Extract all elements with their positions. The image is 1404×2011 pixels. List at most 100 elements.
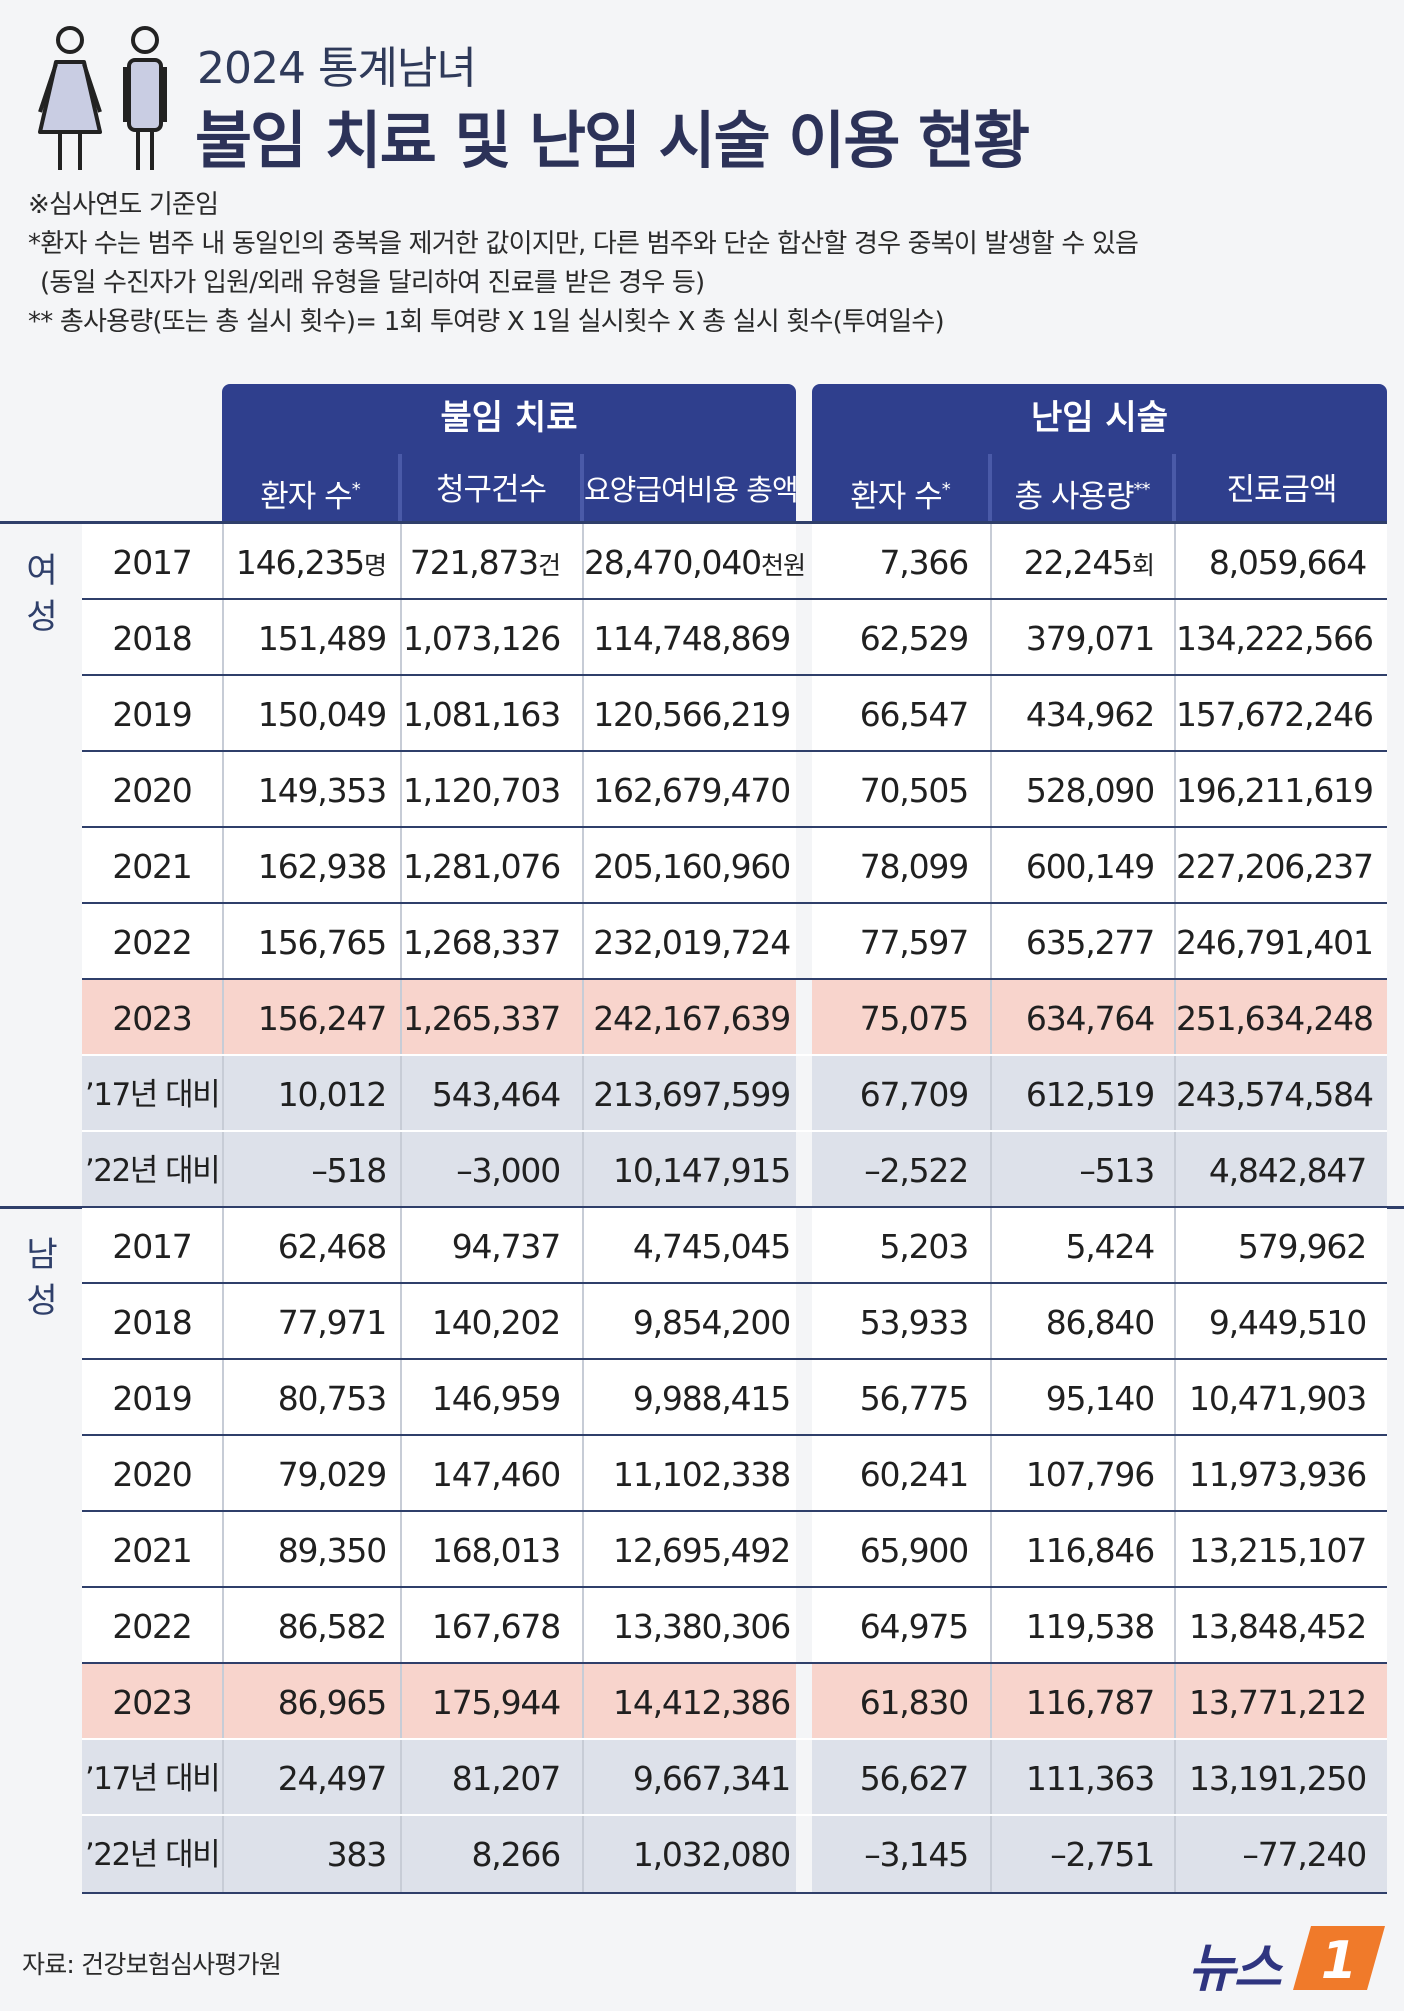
value-cell: 162,938: [257, 847, 387, 886]
value-cell: 13,215,107: [1189, 1531, 1367, 1570]
value-cell: 7,366: [879, 543, 970, 582]
value-cell: 12,695,492: [613, 1531, 791, 1570]
people-icon: [38, 26, 167, 170]
value-cell: 140,202: [431, 1303, 561, 1342]
year-cell: 2020: [112, 1455, 192, 1494]
header-subtitle: 2024 통계남녀: [197, 43, 477, 94]
value-cell: 79,029: [277, 1455, 387, 1494]
value-cell: 196,211,619: [1176, 771, 1374, 810]
value-cell: –77,240: [1242, 1835, 1367, 1874]
table-row: 2017 146,235명 721,873건 28,470,040천원 7,366 22,…: [0, 524, 1404, 600]
header-fertility-procedures: 난임 시술 환자 수* 총 사용량** 진료금액: [812, 384, 1387, 524]
value-cell: 61,830: [859, 1683, 969, 1722]
value-cell: 5,203: [879, 1227, 970, 1266]
value-cell: 10,147,915: [613, 1151, 791, 1190]
value-cell: 78,099: [859, 847, 969, 886]
value-cell: 156,247: [257, 999, 387, 1038]
value-cell: 721,873건: [409, 543, 561, 582]
value-cell: 64,975: [859, 1607, 969, 1646]
table-row: 2021 162,938 1,281,076 205,160,960 78,099 600…: [0, 828, 1404, 904]
value-cell: 246,791,401: [1176, 923, 1374, 962]
value-cell: 151,489: [257, 619, 387, 658]
value-cell: 162,679,470: [593, 771, 791, 810]
value-cell: 1,281,076: [402, 847, 561, 886]
header-infertility-treatment: 불임 치료 환자 수* 청구건수 요양급여비용 총액: [222, 384, 799, 524]
value-cell: 232,019,724: [593, 923, 791, 962]
table-row: 2021 89,350 168,013 12,695,492 65,900 116,846…: [0, 1512, 1404, 1588]
value-cell: 14,412,386: [613, 1683, 791, 1722]
value-cell: 634,764: [1025, 999, 1155, 1038]
value-cell: 434,962: [1025, 695, 1155, 734]
value-cell: 612,519: [1025, 1075, 1155, 1114]
group-label-fertility: 난임 시술: [1031, 398, 1168, 438]
value-cell: 65,900: [859, 1531, 969, 1570]
value-cell: 28,470,040천원: [584, 543, 806, 582]
year-cell: 2023: [112, 999, 192, 1038]
year-cell: 2020: [112, 771, 192, 810]
logo-text: 뉴스: [1188, 1939, 1282, 1999]
value-cell: 111,363: [1025, 1759, 1155, 1798]
year-cell: ’17년 대비: [84, 1077, 221, 1113]
table-row: 2023 86,965 175,944 14,412,386 61,830 116,787…: [0, 1662, 1404, 1740]
value-cell: 157,672,246: [1176, 695, 1374, 734]
value-cell: 62,468: [277, 1227, 387, 1266]
value-cell: 600,149: [1025, 847, 1155, 886]
value-cell: 9,854,200: [632, 1303, 791, 1342]
value-cell: 67,709: [859, 1075, 969, 1114]
col-header-patients-2: 환자 수*: [850, 479, 950, 515]
table-row: 2020 79,029 147,460 11,102,338 60,241 107,796…: [0, 1436, 1404, 1512]
value-cell: 5,424: [1065, 1227, 1156, 1266]
value-cell: 167,678: [431, 1607, 561, 1646]
year-cell: 2019: [112, 695, 192, 734]
value-cell: 107,796: [1025, 1455, 1155, 1494]
value-cell: 62,529: [859, 619, 969, 658]
year-cell: 2021: [112, 847, 192, 886]
col-header-medical-cost: 진료금액: [1226, 472, 1337, 508]
value-cell: 10,471,903: [1189, 1379, 1367, 1418]
note-patient-example: (동일 수진자가 입원/외래 유형을 달리하여 진료를 받은 경우 등): [40, 268, 705, 298]
value-cell: 77,971: [277, 1303, 387, 1342]
year-cell: 2017: [112, 543, 192, 582]
value-cell: 81,207: [451, 1759, 561, 1798]
col-header-claims: 청구건수: [435, 472, 547, 508]
value-cell: 528,090: [1025, 771, 1155, 810]
value-cell: 8,266: [471, 1835, 562, 1874]
value-cell: 168,013: [431, 1531, 561, 1570]
note-basis: ※심사연도 기준임: [28, 190, 219, 220]
value-cell: 134,222,566: [1176, 619, 1374, 658]
section-rule: [0, 1206, 1404, 1209]
value-cell: 1,081,163: [402, 695, 561, 734]
value-cell: 114,748,869: [593, 619, 791, 658]
value-cell: 579,962: [1237, 1227, 1367, 1266]
table-bottom-rule: [82, 1892, 1387, 1894]
value-cell: 95,140: [1045, 1379, 1155, 1418]
value-cell: 56,775: [859, 1379, 969, 1418]
value-cell: 242,167,639: [593, 999, 791, 1038]
col-header-total-cost: 요양급여비용 총액: [584, 473, 799, 507]
logo-mark-digit: 1: [1321, 1931, 1357, 1991]
value-cell: 243,574,584: [1176, 1075, 1374, 1114]
value-cell: 11,973,936: [1189, 1455, 1367, 1494]
value-cell: 86,582: [277, 1607, 387, 1646]
value-cell: 70,505: [859, 771, 969, 810]
table-row: 2019 150,049 1,081,163 120,566,219 66,547 434…: [0, 676, 1404, 752]
year-cell: 2021: [112, 1531, 192, 1570]
header: 2024 통계남녀 불임 치료 및 난임 시술 이용 현황: [30, 22, 1370, 177]
value-cell: 213,697,599: [593, 1075, 791, 1114]
note-patient: *환자 수는 범주 내 동일인의 중복을 제거한 값이지만, 다른 범주와 단순…: [28, 229, 1139, 259]
table-row: ’22년 대비 383 8,266 1,032,080 –3,145 –2,751 –77,…: [0, 1816, 1404, 1892]
group-label-infertility: 불임 치료: [440, 398, 578, 438]
table-row: ’17년 대비 24,497 81,207 9,667,341 56,627 111,36…: [0, 1740, 1404, 1816]
value-cell: 86,965: [277, 1683, 387, 1722]
value-cell: 4,842,847: [1208, 1151, 1367, 1190]
value-cell: 146,959: [431, 1379, 561, 1418]
value-cell: 9,988,415: [632, 1379, 791, 1418]
year-cell: 2023: [112, 1683, 192, 1722]
value-cell: –3,000: [456, 1151, 561, 1190]
value-cell: 251,634,248: [1176, 999, 1374, 1038]
value-cell: 1,268,337: [402, 923, 561, 962]
value-cell: 22,245회: [1023, 543, 1155, 582]
value-cell: 8,059,664: [1208, 543, 1367, 582]
value-cell: 94,737: [451, 1227, 561, 1266]
